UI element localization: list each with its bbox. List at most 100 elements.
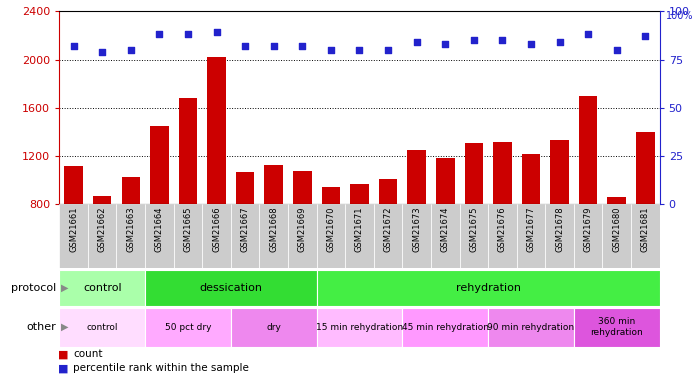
Text: 45 min rehydration: 45 min rehydration: [402, 322, 489, 332]
Bar: [517, 204, 545, 268]
Bar: [236, 172, 254, 301]
Text: dessication: dessication: [200, 283, 262, 293]
Point: [154, 32, 165, 38]
Text: ■: ■: [57, 350, 68, 359]
Bar: [117, 204, 145, 268]
Text: GSM21661: GSM21661: [69, 206, 78, 252]
Bar: [631, 204, 660, 268]
Point: [211, 30, 222, 36]
Bar: [545, 204, 574, 268]
Text: GSM21680: GSM21680: [612, 206, 621, 252]
Bar: [88, 204, 117, 268]
Point: [268, 43, 279, 49]
Bar: [607, 197, 626, 301]
Text: GSM21664: GSM21664: [155, 206, 164, 252]
Bar: [322, 188, 340, 301]
Bar: [636, 132, 655, 301]
Text: GSM21676: GSM21676: [498, 206, 507, 252]
Text: count: count: [73, 350, 103, 359]
Bar: [436, 158, 454, 301]
Point: [96, 49, 107, 55]
Text: GSM21665: GSM21665: [184, 206, 193, 252]
Bar: [179, 98, 198, 301]
Bar: [431, 204, 459, 268]
Text: 90 min rehydration: 90 min rehydration: [487, 322, 574, 332]
Bar: [373, 204, 402, 268]
Text: ▶: ▶: [61, 322, 68, 332]
Bar: [231, 308, 317, 347]
Bar: [465, 143, 483, 301]
Point: [611, 47, 623, 53]
Bar: [260, 204, 288, 268]
Bar: [202, 204, 231, 268]
Text: GSM21666: GSM21666: [212, 206, 221, 252]
Text: GSM21672: GSM21672: [384, 206, 392, 252]
Text: GSM21677: GSM21677: [526, 206, 535, 252]
Point: [526, 41, 537, 47]
Text: GSM21674: GSM21674: [440, 206, 450, 252]
Text: dry: dry: [266, 322, 281, 332]
Bar: [265, 165, 283, 301]
Point: [497, 37, 508, 43]
Point: [125, 47, 136, 53]
Text: ■: ■: [57, 363, 68, 373]
Text: GSM21662: GSM21662: [98, 206, 107, 252]
Text: ▶: ▶: [61, 283, 68, 293]
Text: percentile rank within the sample: percentile rank within the sample: [73, 363, 249, 373]
Text: GSM21671: GSM21671: [355, 206, 364, 252]
Text: GSM21675: GSM21675: [469, 206, 478, 252]
Bar: [488, 204, 517, 268]
Text: GSM21667: GSM21667: [241, 206, 250, 252]
Bar: [317, 308, 402, 347]
Bar: [579, 96, 597, 301]
Bar: [317, 204, 346, 268]
Bar: [150, 126, 169, 301]
Bar: [64, 166, 83, 301]
Text: 100%: 100%: [666, 11, 693, 21]
Bar: [459, 204, 488, 268]
Bar: [402, 308, 488, 347]
Bar: [488, 308, 574, 347]
Bar: [145, 204, 174, 268]
Bar: [350, 184, 369, 301]
Bar: [521, 154, 540, 301]
Text: GSM21681: GSM21681: [641, 206, 650, 252]
Text: protocol: protocol: [10, 283, 56, 293]
Text: GSM21669: GSM21669: [298, 206, 307, 252]
Bar: [207, 57, 226, 301]
Text: GSM21663: GSM21663: [126, 206, 135, 252]
Bar: [231, 204, 260, 268]
Bar: [145, 270, 317, 306]
Bar: [379, 179, 397, 301]
Bar: [602, 204, 631, 268]
Bar: [402, 204, 431, 268]
Point: [640, 33, 651, 39]
Text: GSM21668: GSM21668: [269, 206, 279, 252]
Point: [383, 47, 394, 53]
Text: rehydration: rehydration: [456, 283, 521, 293]
Point: [440, 41, 451, 47]
Point: [325, 47, 336, 53]
Point: [468, 37, 480, 43]
Point: [554, 39, 565, 45]
Bar: [346, 204, 373, 268]
Bar: [174, 204, 202, 268]
Bar: [493, 142, 512, 301]
Bar: [288, 204, 317, 268]
Bar: [550, 140, 569, 301]
Point: [583, 32, 594, 38]
Bar: [574, 204, 602, 268]
Bar: [145, 308, 231, 347]
Text: control: control: [83, 283, 121, 293]
Point: [411, 39, 422, 45]
Bar: [121, 177, 140, 301]
Point: [297, 43, 308, 49]
Point: [182, 32, 193, 38]
Point: [68, 43, 79, 49]
Text: GSM21679: GSM21679: [584, 206, 593, 252]
Text: other: other: [26, 322, 56, 332]
Bar: [317, 270, 660, 306]
Bar: [59, 204, 88, 268]
Text: 50 pct dry: 50 pct dry: [165, 322, 211, 332]
Bar: [59, 270, 145, 306]
